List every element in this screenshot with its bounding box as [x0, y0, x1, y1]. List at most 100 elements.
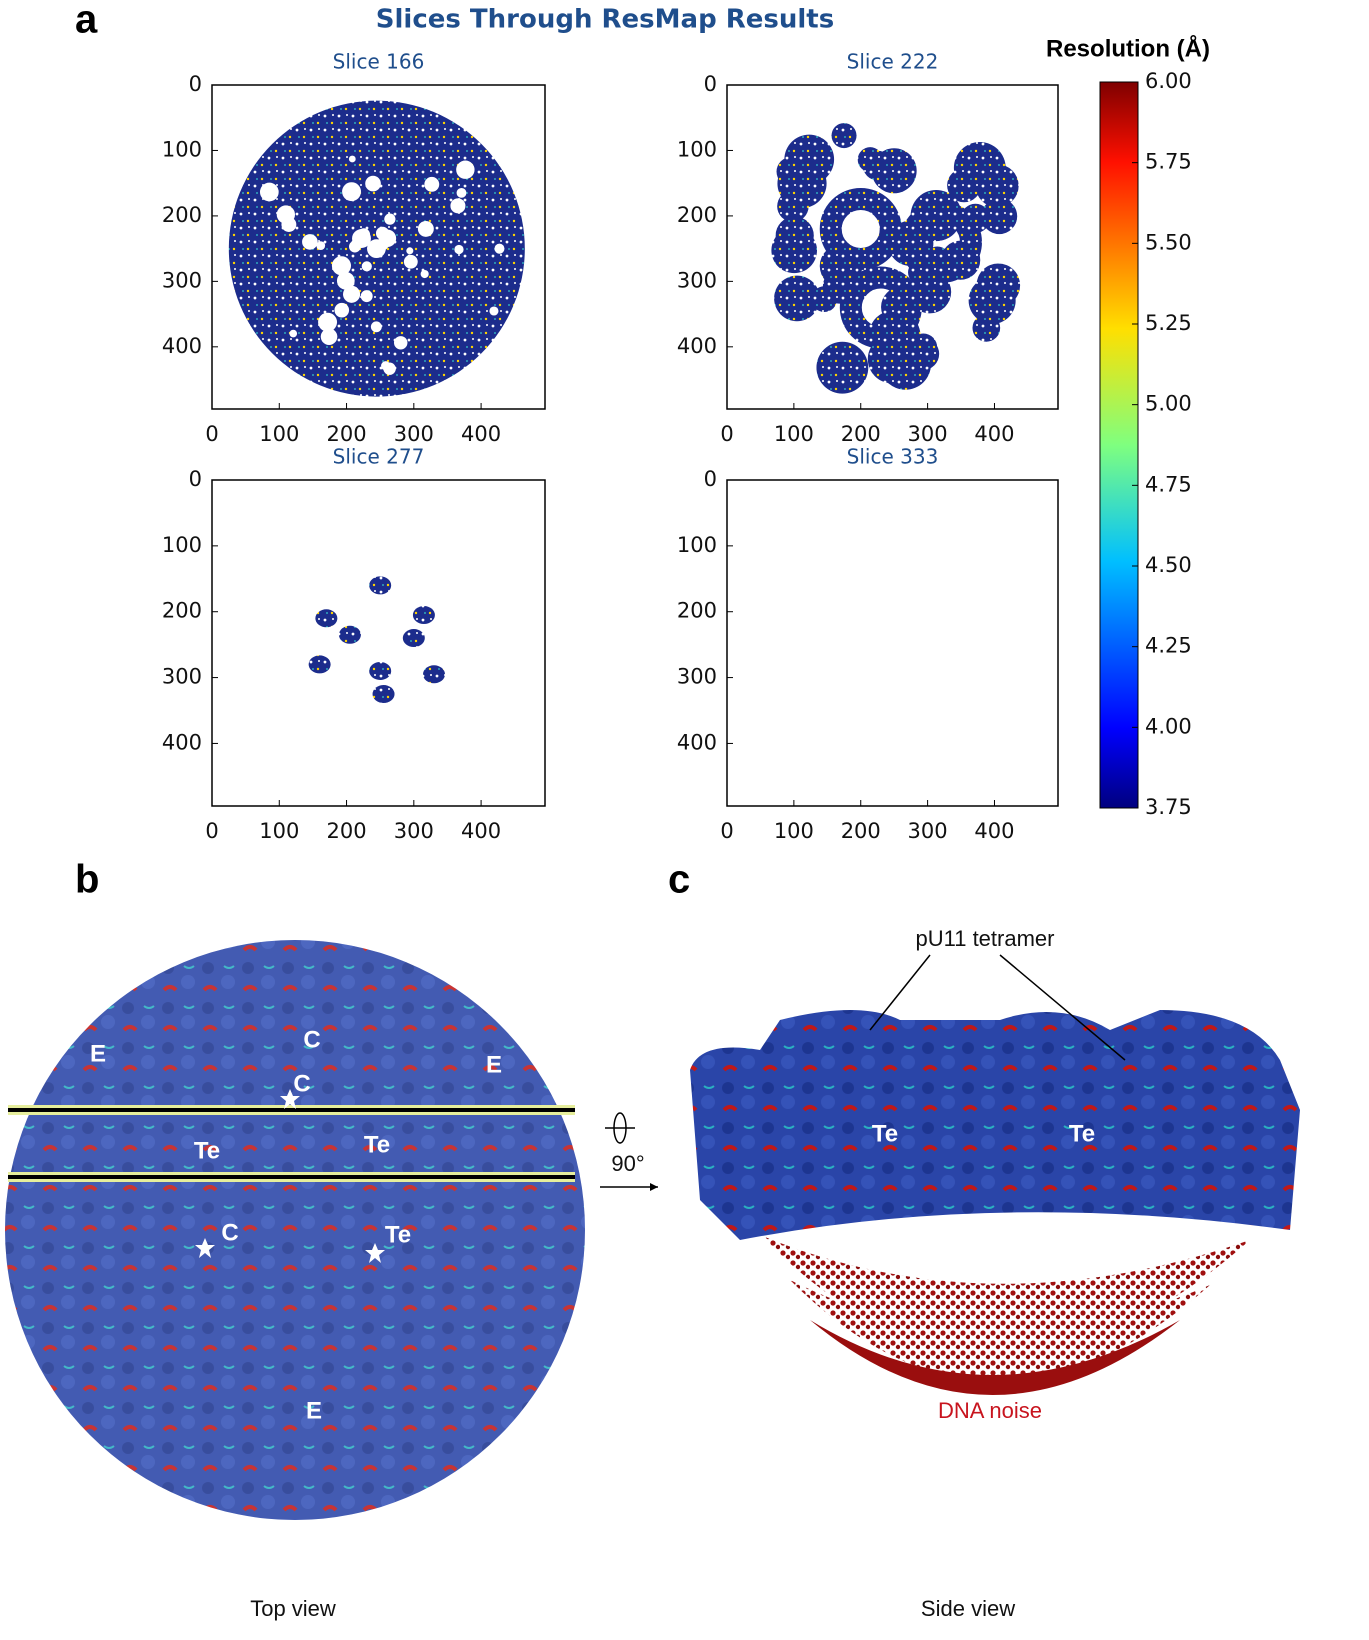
slice-gap	[418, 221, 434, 237]
slice-gap	[456, 160, 474, 178]
y-tick-label: 0	[704, 72, 717, 96]
x-tick-label: 200	[326, 819, 366, 843]
region-label: E	[306, 1397, 322, 1424]
y-tick-label: 300	[162, 268, 202, 292]
slice-blob	[832, 123, 857, 148]
y-tick-label: 200	[162, 599, 202, 623]
slice-gap	[260, 183, 279, 202]
y-tick-label: 400	[162, 730, 202, 754]
slice-title: Slice 277	[333, 445, 425, 469]
density-map	[690, 1010, 1300, 1240]
y-tick-label: 400	[677, 334, 717, 358]
region-label: Te	[194, 1137, 220, 1164]
colorbar-tick-label: 5.75	[1145, 150, 1192, 174]
region-label: E	[90, 1040, 106, 1067]
x-tick-label: 300	[394, 819, 434, 843]
slice-gap	[489, 306, 498, 315]
slice-title: Slice 166	[333, 50, 425, 74]
slice-gap	[342, 182, 361, 201]
x-tick-label: 100	[259, 819, 299, 843]
slice-gap	[361, 290, 373, 302]
arrow-head	[650, 1183, 658, 1191]
slice-title: Slice 222	[847, 50, 939, 74]
slice-blob	[976, 164, 1019, 207]
slice-blob	[413, 606, 435, 624]
caption: Top view	[250, 1596, 336, 1621]
region-label: Te	[385, 1221, 411, 1248]
x-tick-label: 0	[205, 819, 218, 843]
slice-blob	[309, 655, 331, 673]
slice-gap	[316, 241, 325, 250]
x-tick-label: 100	[774, 819, 814, 843]
slice-gap	[362, 261, 372, 271]
slice-blob	[423, 665, 445, 683]
y-tick-label: 300	[162, 665, 202, 689]
region-label: Te	[364, 1131, 390, 1158]
slice-gap	[394, 336, 407, 349]
region-label: Te	[872, 1120, 898, 1147]
panel-label: a	[75, 0, 98, 42]
slice-gap	[318, 313, 337, 332]
slice-gap	[406, 247, 413, 254]
page: {"panel_labels": ["a", "b", "c"], "panel…	[0, 0, 1369, 1640]
region-label: E	[486, 1051, 502, 1078]
x-tick-label: 100	[774, 422, 814, 446]
colorbar	[1100, 82, 1138, 808]
slice-blob	[776, 217, 814, 255]
slice-gap	[334, 303, 349, 318]
colorbar-title: Resolution (Å)	[1046, 34, 1210, 62]
slice-gap	[277, 205, 295, 223]
panel-label: b	[75, 858, 99, 902]
colorbar-tick-label: 6.00	[1145, 69, 1192, 93]
plot-frame	[727, 480, 1058, 806]
colorbar-tick-label: 5.50	[1145, 230, 1192, 254]
x-tick-label: 100	[259, 422, 299, 446]
slice-gap	[343, 286, 360, 303]
x-tick-label: 200	[841, 422, 881, 446]
x-tick-label: 200	[841, 819, 881, 843]
slice-gap	[371, 321, 382, 332]
slice-gap	[450, 198, 465, 213]
x-tick-label: 400	[974, 819, 1014, 843]
slice-gap	[494, 244, 504, 254]
slice-gap	[349, 156, 356, 163]
rotation-label: 90°	[611, 1151, 644, 1176]
slice-blob	[373, 685, 395, 703]
colorbar-tick-label: 4.00	[1145, 714, 1192, 738]
y-tick-label: 200	[677, 599, 717, 623]
y-tick-label: 0	[189, 72, 202, 96]
y-tick-label: 0	[704, 467, 717, 491]
slice-gap	[457, 188, 467, 198]
slice-gap	[421, 270, 429, 278]
leader-line	[870, 955, 930, 1030]
y-tick-label: 400	[162, 334, 202, 358]
slice-gap	[289, 330, 297, 338]
region-label: C	[293, 1070, 310, 1097]
x-tick-label: 300	[394, 422, 434, 446]
panel-label: c	[668, 858, 690, 902]
slice-gap	[302, 234, 318, 250]
y-tick-label: 400	[677, 730, 717, 754]
plot-frame	[212, 480, 545, 806]
density-shade	[5, 940, 585, 1520]
slice-gap	[365, 176, 381, 192]
figure-title: Slices Through ResMap Results	[376, 5, 834, 35]
slice-blob	[811, 286, 837, 312]
colorbar-tick-label: 4.25	[1145, 634, 1192, 658]
region-label: C	[221, 1219, 238, 1246]
x-tick-label: 0	[205, 422, 218, 446]
region-label: Te	[1069, 1120, 1095, 1147]
x-tick-label: 300	[908, 819, 948, 843]
slice-blob	[369, 576, 391, 594]
colorbar-tick-label: 3.75	[1145, 795, 1192, 819]
y-tick-label: 100	[162, 137, 202, 161]
slice-blob	[816, 342, 868, 394]
x-tick-label: 400	[974, 422, 1014, 446]
slice-blob	[403, 629, 425, 647]
slice-blob	[369, 662, 391, 680]
x-tick-label: 400	[461, 422, 501, 446]
slice-gap	[384, 214, 395, 225]
slice-blob	[315, 609, 337, 627]
colorbar-tick-label: 4.75	[1145, 472, 1192, 496]
